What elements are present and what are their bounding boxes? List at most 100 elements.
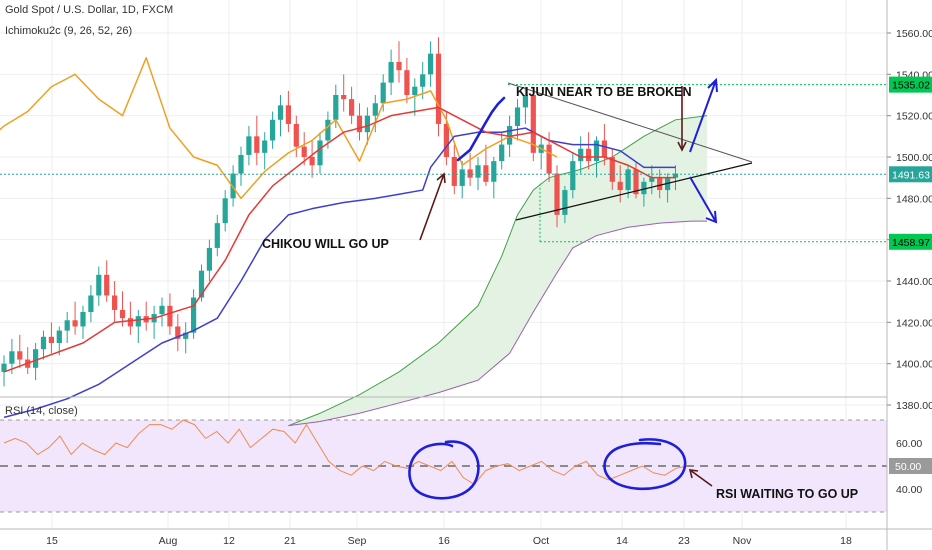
- candle[interactable]: [167, 293, 173, 335]
- candle[interactable]: [530, 86, 536, 162]
- candle[interactable]: [159, 297, 165, 327]
- candle[interactable]: [467, 152, 473, 186]
- candle[interactable]: [428, 41, 434, 87]
- candle[interactable]: [104, 260, 110, 302]
- candle[interactable]: [135, 309, 141, 343]
- rsi-tick-label: 40.00: [896, 484, 922, 496]
- candle[interactable]: [475, 157, 481, 191]
- candle[interactable]: [72, 301, 78, 335]
- candle[interactable]: [522, 86, 528, 124]
- candle[interactable]: [230, 165, 236, 207]
- candle[interactable]: [649, 165, 655, 195]
- candle[interactable]: [349, 86, 355, 124]
- candle[interactable]: [657, 169, 663, 199]
- candle[interactable]: [246, 126, 252, 166]
- candle[interactable]: [483, 144, 489, 186]
- candle[interactable]: [293, 115, 299, 157]
- rsi-axis[interactable]: 40.00 60.00 50.00: [889, 438, 932, 496]
- candle[interactable]: [222, 190, 228, 232]
- price-axis[interactable]: 1380.001400.001420.001440.001460.001480.…: [887, 28, 932, 412]
- candle[interactable]: [33, 343, 39, 381]
- candle-body: [285, 105, 291, 124]
- candle[interactable]: [309, 140, 315, 178]
- candle[interactable]: [238, 146, 244, 186]
- time-tick-label: Nov: [733, 535, 752, 547]
- candle-layer[interactable]: [1, 37, 679, 387]
- candle[interactable]: [578, 136, 584, 174]
- candle-body: [554, 173, 560, 215]
- candle[interactable]: [586, 132, 592, 170]
- candle[interactable]: [214, 214, 220, 257]
- candle[interactable]: [254, 115, 260, 166]
- candle-body: [254, 136, 260, 153]
- candle-body: [372, 103, 378, 116]
- candle-body: [341, 95, 347, 100]
- candle[interactable]: [609, 148, 615, 191]
- candle[interactable]: [633, 161, 639, 199]
- time-tick-label: 14: [616, 535, 628, 547]
- candle[interactable]: [317, 132, 323, 174]
- candle[interactable]: [514, 99, 521, 141]
- candle-body: [388, 61, 394, 83]
- candle[interactable]: [112, 281, 118, 323]
- candle[interactable]: [9, 338, 15, 374]
- candle[interactable]: [617, 165, 623, 203]
- level-badge-label: 1458.97: [892, 237, 930, 249]
- candle[interactable]: [499, 132, 505, 170]
- candle[interactable]: [17, 334, 23, 368]
- price-tick-label: 1380.00: [896, 400, 932, 412]
- candle[interactable]: [404, 57, 410, 104]
- candle[interactable]: [491, 157, 497, 199]
- candle-body: [356, 115, 363, 133]
- candle[interactable]: [56, 326, 62, 356]
- level-badge-label: 1535.02: [892, 80, 930, 92]
- candle[interactable]: [48, 322, 54, 354]
- candle-body: [135, 316, 141, 327]
- candle[interactable]: [206, 239, 212, 281]
- candle[interactable]: [40, 330, 47, 360]
- candle[interactable]: [451, 144, 457, 195]
- kijun-sen-line: [3, 127, 676, 419]
- candle[interactable]: [372, 95, 378, 133]
- candle[interactable]: [388, 49, 394, 95]
- candle-body: [198, 270, 205, 298]
- triangle-upper-line[interactable]: [507, 82, 753, 163]
- triangle-lower-line[interactable]: [515, 162, 753, 221]
- candle-body: [672, 173, 679, 178]
- candle[interactable]: [1, 355, 7, 387]
- candle[interactable]: [80, 305, 86, 339]
- candle[interactable]: [127, 301, 133, 335]
- time-tick-label: 21: [284, 535, 296, 547]
- candle[interactable]: [435, 37, 442, 137]
- candle[interactable]: [183, 322, 189, 354]
- candle[interactable]: [380, 74, 386, 112]
- candle[interactable]: [341, 74, 347, 112]
- candle-body: [451, 157, 457, 186]
- candle[interactable]: [396, 41, 402, 83]
- candle[interactable]: [641, 177, 647, 207]
- candle-body: [104, 274, 110, 296]
- candle[interactable]: [356, 103, 363, 141]
- candle-body: [277, 105, 284, 120]
- time-tick-label: Oct: [533, 535, 549, 547]
- candle[interactable]: [601, 123, 607, 166]
- rsi-annotation: RSI WAITING TO GO UP: [716, 487, 858, 501]
- candle[interactable]: [459, 161, 465, 199]
- candle[interactable]: [554, 165, 560, 228]
- candle[interactable]: [562, 185, 568, 224]
- time-axis[interactable]: 15 Aug 12 21 Sep 16 Oct 14 23 Nov 18: [46, 535, 852, 547]
- candle[interactable]: [277, 95, 284, 137]
- candle[interactable]: [262, 132, 268, 170]
- candle[interactable]: [570, 152, 576, 199]
- candle[interactable]: [175, 314, 181, 352]
- candle[interactable]: [64, 312, 70, 343]
- candle[interactable]: [285, 90, 291, 133]
- candle[interactable]: [301, 132, 307, 166]
- brown-arrow-chikou: [419, 172, 446, 241]
- candle[interactable]: [119, 291, 126, 327]
- candle[interactable]: [96, 266, 102, 306]
- candle-body: [325, 119, 331, 141]
- candle[interactable]: [88, 285, 94, 323]
- candle[interactable]: [270, 111, 276, 149]
